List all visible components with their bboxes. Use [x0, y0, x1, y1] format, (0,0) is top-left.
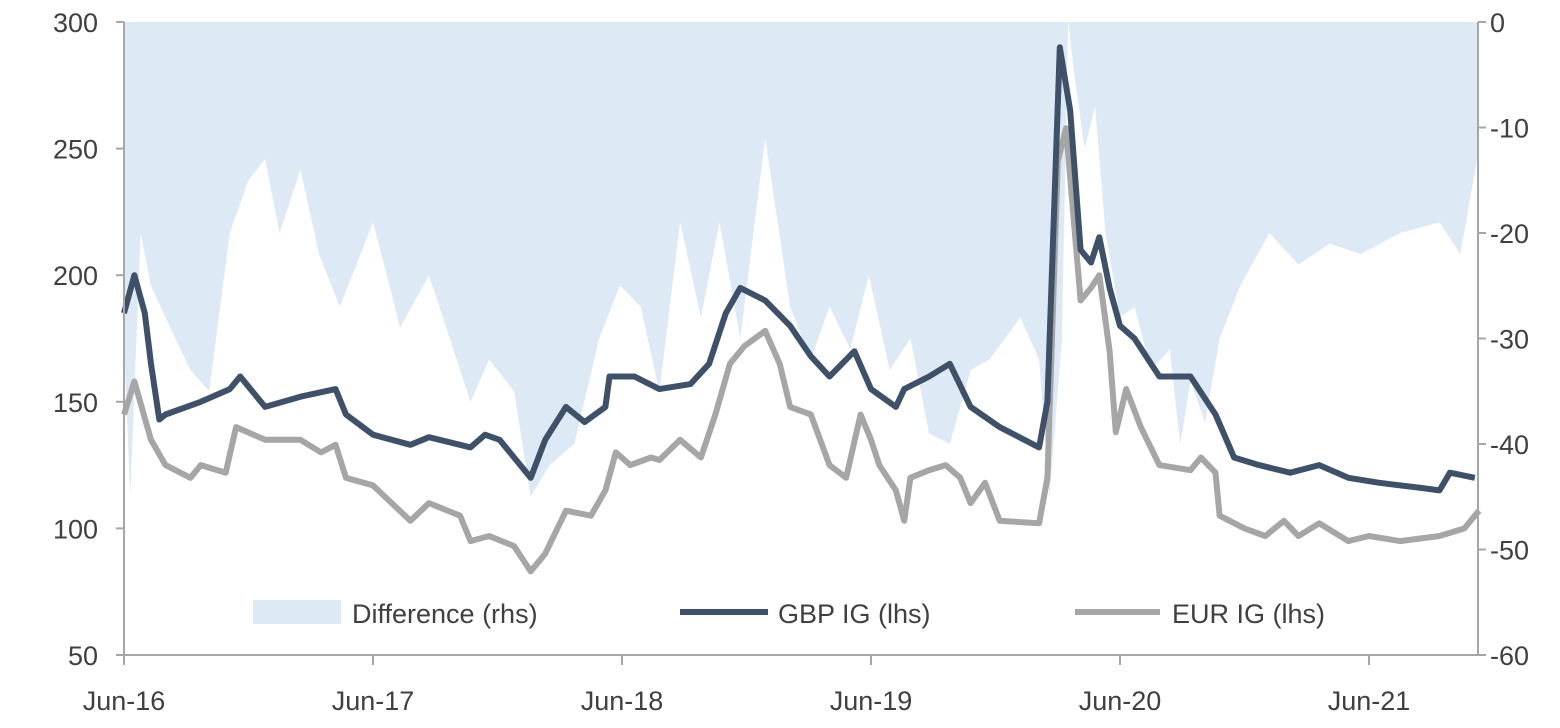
x-tick-label: Jun-17 — [332, 686, 415, 716]
legend-label-eur: EUR IG (lhs) — [1172, 599, 1325, 629]
right-tick-label: 0 — [1490, 8, 1505, 38]
x-tick-label: Jun-16 — [83, 686, 166, 716]
left-tick-label: 300 — [53, 8, 98, 38]
x-tick-label: Jun-19 — [830, 686, 913, 716]
right-tick-label: -10 — [1490, 114, 1529, 144]
legend-swatch-difference — [253, 600, 341, 624]
x-tick-label: Jun-18 — [581, 686, 664, 716]
left-tick-label: 200 — [53, 261, 98, 291]
left-tick-label: 50 — [68, 641, 98, 671]
difference-area — [124, 22, 1479, 497]
x-tick-label: Jun-20 — [1079, 686, 1162, 716]
right-tick-label: -50 — [1490, 536, 1529, 566]
left-tick-label: 100 — [53, 514, 98, 544]
left-tick-label: 150 — [53, 388, 98, 418]
legend-label-gbp: GBP IG (lhs) — [778, 599, 931, 629]
right-tick-label: -20 — [1490, 219, 1529, 249]
x-tick-label: Jun-21 — [1328, 686, 1411, 716]
eur-ig-line — [121, 125, 1482, 575]
legend-label-difference: Difference (rhs) — [352, 599, 538, 629]
legend: Difference (rhs) GBP IG (lhs) EUR IG (lh… — [253, 599, 1325, 629]
right-tick-label: -30 — [1490, 325, 1529, 355]
right-tick-label: -60 — [1490, 641, 1529, 671]
right-tick-label: -40 — [1490, 430, 1529, 460]
gbp-ig-line — [121, 44, 1476, 494]
left-tick-label: 250 — [53, 135, 98, 165]
